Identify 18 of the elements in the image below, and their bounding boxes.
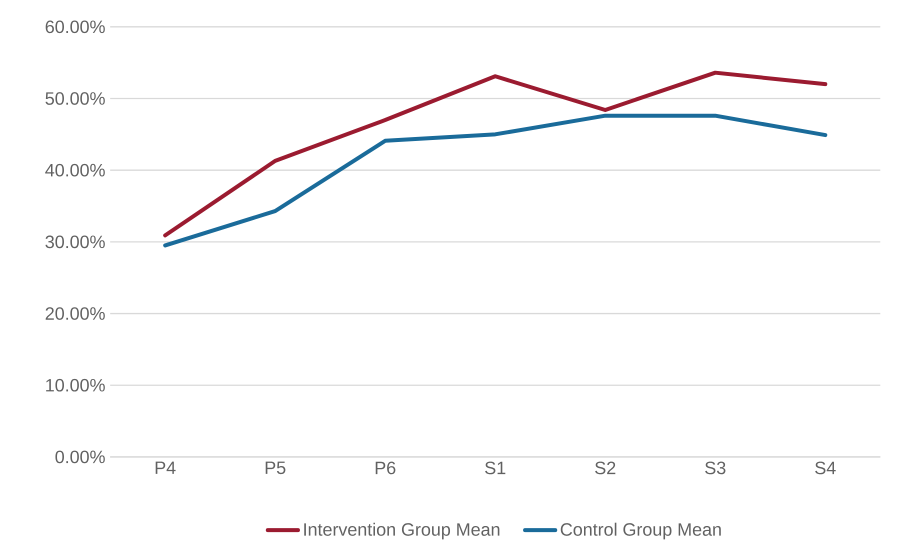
x-tick-label: S1	[485, 462, 506, 474]
line-series	[163, 70, 828, 238]
y-tick-label: 10.00%	[46, 378, 105, 392]
legend-label: Intervention Group Mean	[304, 522, 500, 540]
x-tick-label: P4	[156, 462, 176, 474]
line-series	[163, 114, 828, 248]
x-tick-label: S4	[815, 462, 836, 474]
y-tick-label: 30.00%	[45, 236, 105, 248]
y-tick-label: 40.00%	[45, 164, 105, 177]
x-tick-label: S2	[595, 462, 616, 474]
x-tick-label: P5	[266, 462, 286, 474]
y-tick-label: 50.00%	[45, 92, 105, 105]
x-tick-label: P6	[376, 462, 396, 474]
y-tick-label: 60.00%	[46, 20, 105, 34]
y-tick-label: 0.00%	[55, 450, 105, 464]
y-tick-label: 20.00%	[46, 307, 105, 320]
x-tick-label: S3	[705, 462, 726, 474]
legend-label: Control Group Mean	[560, 522, 721, 540]
